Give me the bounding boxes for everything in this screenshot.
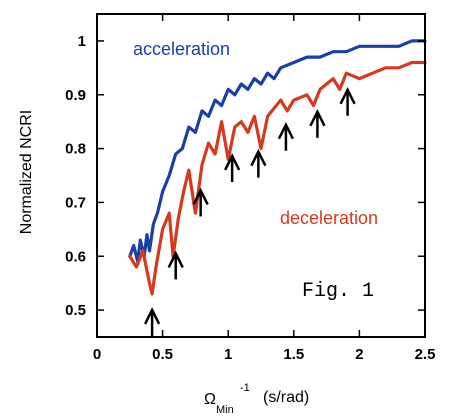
up-arrow-icon [250,148,267,178]
x-axis-title-unit: (s/rad) [263,389,309,406]
y-tick-label: 0.5 [65,302,86,319]
tick-layer: 0 0.5 1 1.5 2 2.5 0.5 0.6 0.7 0.8 0.9 1 [65,14,435,363]
up-arrow-icon [339,86,356,116]
x-axis-title-omega: Ω [204,391,216,408]
up-arrow-icon [167,250,184,280]
series-label-acceleration: acceleration [133,39,230,59]
x-axis-title-superscript: -1 [240,382,250,394]
arrow-layer [143,86,356,336]
y-tick-label: 0.7 [65,194,86,211]
up-arrow-icon [224,153,241,182]
y-tick-label: 0.9 [65,87,86,104]
x-tick-label: 2 [355,346,363,363]
x-axis-title-subscript: Min [216,404,234,416]
series-label-deceleration: deceleration [280,208,378,228]
up-arrow-icon [309,109,326,138]
up-arrow-icon [192,187,209,217]
series-line-acceleration [128,39,427,264]
figure-annotation: Fig. 1 [302,280,374,303]
y-tick-label: 1 [78,33,86,50]
plot-frame [96,13,426,338]
y-tick-label: 0.6 [65,248,86,265]
x-tick-label: 0 [93,346,101,363]
x-tick-label: 1 [224,346,232,363]
x-tick-label: 1.5 [283,346,304,363]
y-tick-label: 0.8 [65,141,86,158]
up-arrow-icon [277,121,295,151]
series-line-deceleration [128,60,427,296]
up-arrow-icon [143,307,161,336]
x-axis-title: Ω Min -1 (s/rad) [204,382,309,416]
y-axis-title: Normalized NCRI [18,110,35,234]
series-layer [128,39,427,296]
x-tick-label: 2.5 [415,346,436,363]
x-tick-label: 0.5 [152,346,173,363]
